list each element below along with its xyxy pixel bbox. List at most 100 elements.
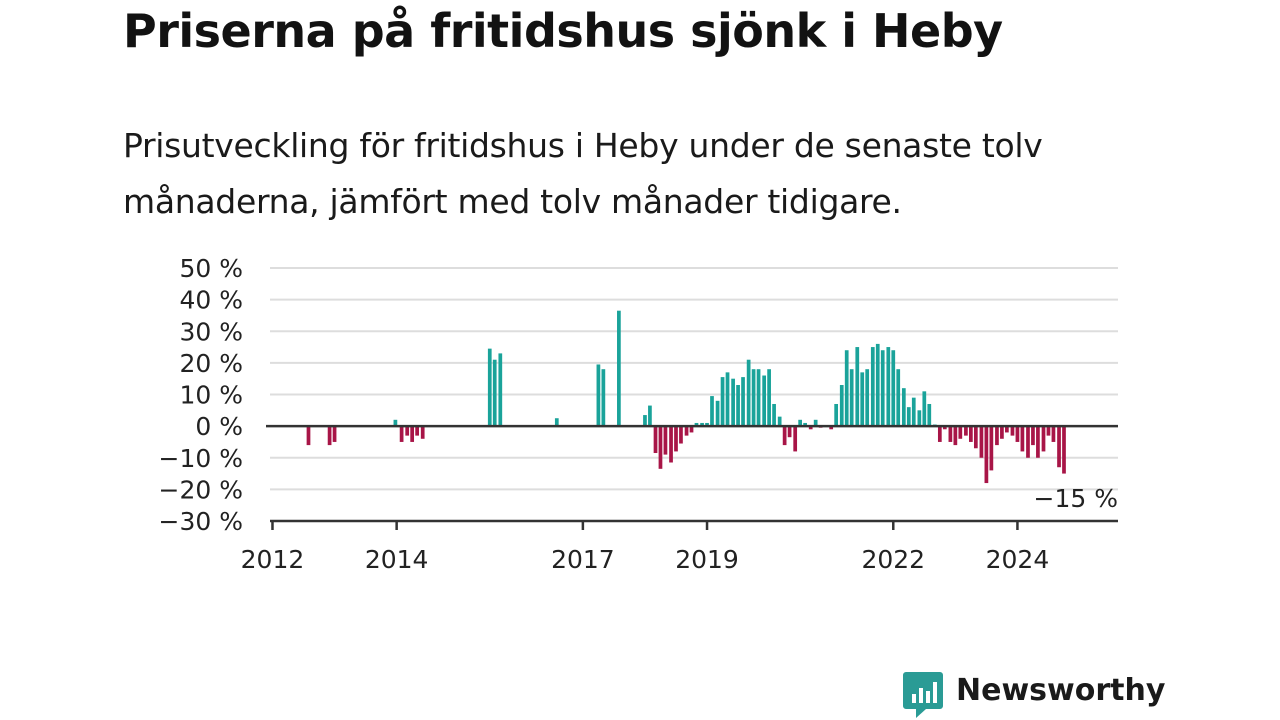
bar bbox=[492, 359, 497, 427]
bar bbox=[731, 378, 735, 427]
bar bbox=[643, 415, 647, 427]
bar bbox=[1015, 426, 1020, 442]
bar bbox=[420, 426, 425, 439]
bar bbox=[415, 426, 419, 436]
bar bbox=[689, 426, 694, 433]
y-tick-label: 40 % bbox=[179, 286, 243, 315]
bar bbox=[917, 410, 922, 427]
newsworthy-brand: Newsworthy bbox=[902, 670, 1165, 720]
bar bbox=[875, 343, 880, 427]
x-tick-label: 2014 bbox=[365, 545, 429, 574]
bar bbox=[663, 426, 668, 455]
bar bbox=[995, 426, 999, 446]
bar bbox=[762, 375, 767, 427]
bar bbox=[498, 353, 503, 427]
bar bbox=[756, 369, 761, 427]
last-value-label: −15 % bbox=[1034, 484, 1118, 513]
bar bbox=[989, 426, 994, 471]
y-tick-label: −30 % bbox=[159, 507, 243, 536]
bar bbox=[948, 426, 953, 442]
bar bbox=[844, 350, 849, 427]
bar bbox=[834, 403, 839, 427]
bar bbox=[405, 426, 410, 436]
bar bbox=[674, 426, 678, 452]
bar bbox=[720, 377, 725, 427]
bar bbox=[746, 359, 751, 427]
bar bbox=[953, 426, 958, 446]
bar bbox=[1051, 426, 1056, 442]
bar bbox=[679, 426, 683, 444]
bar bbox=[922, 391, 927, 427]
bar bbox=[694, 422, 699, 427]
bar bbox=[1026, 426, 1030, 458]
bar bbox=[942, 426, 947, 430]
bar bbox=[777, 416, 782, 427]
bar bbox=[772, 403, 776, 427]
bar bbox=[808, 426, 813, 430]
bar bbox=[880, 350, 885, 427]
bar bbox=[658, 426, 663, 469]
bar bbox=[958, 426, 963, 439]
bar bbox=[767, 369, 771, 427]
bar bbox=[410, 426, 415, 442]
bar bbox=[979, 426, 984, 458]
bar bbox=[1057, 426, 1061, 468]
bar bbox=[1031, 426, 1035, 446]
brand-name: Newsworthy bbox=[956, 673, 1166, 708]
bar bbox=[803, 422, 807, 427]
bar bbox=[906, 407, 911, 427]
x-tick-label: 2022 bbox=[861, 545, 925, 574]
bar bbox=[751, 369, 756, 427]
y-tick-label: −10 % bbox=[159, 444, 243, 473]
bar bbox=[725, 372, 730, 427]
newsworthy-logo-icon bbox=[903, 672, 943, 718]
y-tick-label: 30 % bbox=[179, 317, 243, 346]
y-tick-label: −20 % bbox=[159, 475, 243, 504]
bar bbox=[306, 426, 311, 446]
bar bbox=[617, 310, 621, 427]
bar bbox=[684, 426, 689, 436]
y-axis: 50 % 40 %30 % 20 % 10 %0 % −10 %−20 % −30 % bbox=[159, 254, 243, 536]
bar bbox=[601, 369, 606, 427]
bar bbox=[736, 385, 740, 427]
bar bbox=[1036, 426, 1040, 458]
bar bbox=[1062, 426, 1066, 474]
chart-title: Priserna på fritidshus sjönk i Heby bbox=[123, 4, 1003, 58]
bar bbox=[973, 426, 978, 449]
chart-subtitle: Prisutveckling för fritidshus i Heby und… bbox=[123, 126, 1043, 221]
bar bbox=[927, 403, 932, 427]
bar bbox=[896, 369, 901, 427]
bar bbox=[813, 419, 818, 427]
x-tick-label: 2017 bbox=[551, 545, 615, 574]
bar bbox=[705, 422, 709, 427]
bar bbox=[327, 426, 332, 446]
bar bbox=[1010, 426, 1015, 436]
bar bbox=[1020, 426, 1025, 452]
bars bbox=[306, 310, 1066, 484]
x-tick-label: 2012 bbox=[241, 545, 305, 574]
bar bbox=[399, 426, 404, 442]
bar bbox=[855, 347, 860, 427]
bar bbox=[710, 396, 714, 427]
bar bbox=[911, 397, 916, 427]
bar bbox=[860, 372, 865, 427]
y-tick-label: 0 % bbox=[195, 412, 243, 441]
bar bbox=[839, 385, 844, 427]
x-tick-label: 2019 bbox=[675, 545, 739, 574]
bar bbox=[782, 426, 787, 446]
bar bbox=[487, 348, 492, 427]
y-tick-label: 20 % bbox=[179, 349, 243, 378]
bar bbox=[648, 405, 652, 427]
bar bbox=[937, 426, 942, 442]
bar bbox=[700, 422, 704, 427]
bar bbox=[715, 400, 720, 427]
bar bbox=[1000, 426, 1004, 439]
gridlines bbox=[270, 267, 1118, 491]
y-tick-label: 10 % bbox=[179, 381, 243, 410]
bar bbox=[984, 426, 989, 484]
bar bbox=[332, 426, 337, 442]
bar bbox=[787, 426, 792, 438]
y-tick-label: 50 % bbox=[179, 254, 243, 283]
bar bbox=[849, 369, 854, 427]
